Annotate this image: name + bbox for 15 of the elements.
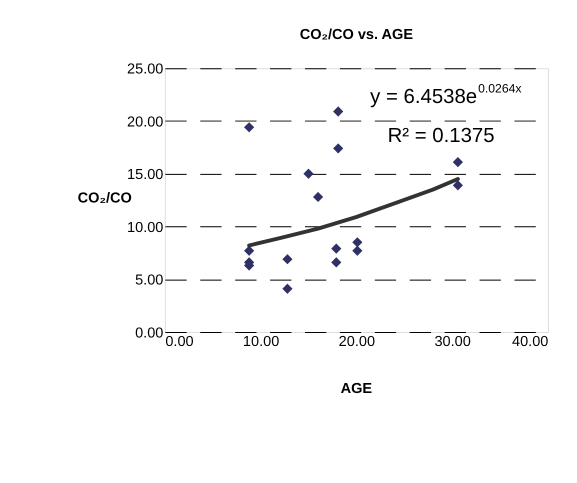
annotation: R² = 0.1375 — [388, 124, 495, 147]
x-tick-label: 10.00 — [242, 334, 280, 350]
x-tick-label: 0.00 — [165, 334, 194, 350]
x-tick-label: 20.00 — [338, 334, 376, 350]
x-axis-title: AGE — [340, 381, 372, 398]
y-axis-title: CO₂/CO — [78, 190, 132, 206]
chart-title: CO₂/CO vs. AGE — [300, 27, 414, 44]
y-tick-label: 15.00 — [127, 167, 164, 184]
x-tick-label: 30.00 — [434, 334, 471, 350]
y-tick-label: 5.00 — [135, 272, 164, 289]
y-tick-label: 25.00 — [127, 62, 164, 78]
x-tick-label: 40.00 — [512, 334, 548, 350]
y-tick-label: 10.00 — [127, 220, 164, 236]
line-series — [247, 177, 460, 248]
y-tick-label: 20.00 — [127, 114, 164, 130]
